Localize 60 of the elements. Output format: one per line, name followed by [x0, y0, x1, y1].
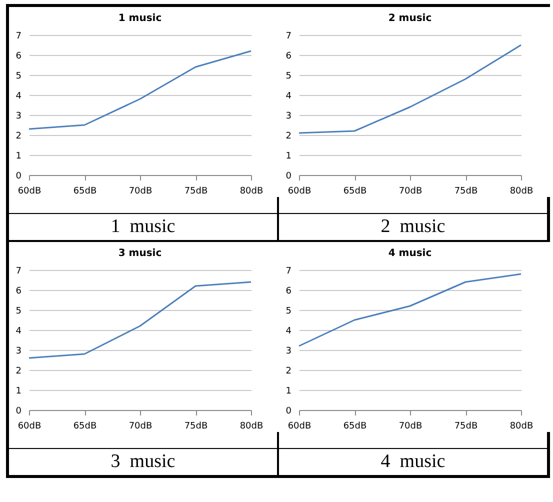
x-tick-label: 80dB — [240, 422, 264, 432]
x-tick-label: 75dB — [454, 422, 478, 432]
y-tick-label: 1 — [16, 152, 22, 162]
y-tick-label: 3 — [286, 112, 292, 122]
x-tick-label: 65dB — [73, 422, 97, 432]
y-tick-label: 5 — [16, 72, 22, 82]
y-tick-label: 4 — [16, 326, 22, 336]
x-tick-label: 70dB — [398, 422, 422, 432]
y-tick-label: 4 — [286, 326, 292, 336]
text: 2 music — [279, 213, 547, 240]
y-tick-label: 1 — [286, 386, 292, 396]
y-tick-label: 6 — [16, 52, 22, 62]
y-tick-label: 3 — [16, 112, 22, 122]
x-tick-label: 70dB — [128, 422, 152, 432]
y-tick-label: 0 — [286, 406, 292, 416]
x-tick-label: 60dB — [18, 422, 42, 432]
y-tick-label: 0 — [16, 406, 22, 416]
x-tick-label: 60dB — [288, 186, 312, 196]
x-tick-label: 65dB — [73, 186, 97, 196]
x-tick-label: 70dB — [398, 186, 422, 196]
text: 4 music — [279, 448, 547, 475]
x-tick-label: 75dB — [184, 422, 208, 432]
y-tick-label: 3 — [16, 346, 22, 356]
y-tick-label: 0 — [16, 172, 22, 182]
y-tick-label: 6 — [286, 52, 292, 62]
x-tick-label: 60dB — [288, 422, 312, 432]
chart-title: 2 music — [388, 13, 432, 24]
y-tick-label: 6 — [286, 286, 292, 296]
y-tick-label: 2 — [16, 366, 22, 376]
y-tick-label: 2 — [286, 366, 292, 376]
y-tick-label: 4 — [16, 92, 22, 102]
y-tick-label: 7 — [286, 266, 292, 276]
y-tick-label: 7 — [286, 32, 292, 42]
x-tick-label: 75dB — [454, 186, 478, 196]
y-tick-label: 0 — [286, 172, 292, 182]
x-tick-label: 60dB — [18, 186, 42, 196]
x-tick-label: 75dB — [184, 186, 208, 196]
y-tick-label: 4 — [286, 92, 292, 102]
chart-title: 3 music — [118, 248, 162, 259]
y-tick-label: 6 — [16, 286, 22, 296]
chart-title: 4 music — [388, 248, 432, 259]
y-tick-label: 7 — [16, 32, 22, 42]
y-tick-label: 7 — [16, 266, 22, 276]
text: 1 music — [9, 213, 277, 240]
y-tick-label: 5 — [286, 306, 292, 316]
x-tick-label: 70dB — [128, 186, 152, 196]
y-tick-label: 2 — [16, 132, 22, 142]
chart-title: 1 music — [118, 13, 162, 24]
y-tick-label: 5 — [16, 306, 22, 316]
y-tick-label: 3 — [286, 346, 292, 356]
x-tick-label: 80dB — [240, 186, 264, 196]
x-tick-label: 65dB — [343, 186, 367, 196]
y-tick-label: 1 — [16, 386, 22, 396]
y-tick-label: 2 — [286, 132, 292, 142]
x-tick-label: 80dB — [510, 186, 534, 196]
x-tick-label: 65dB — [343, 422, 367, 432]
text: 3 music — [9, 448, 277, 475]
y-tick-label: 5 — [286, 72, 292, 82]
y-tick-label: 1 — [286, 152, 292, 162]
x-tick-label: 80dB — [510, 422, 534, 432]
